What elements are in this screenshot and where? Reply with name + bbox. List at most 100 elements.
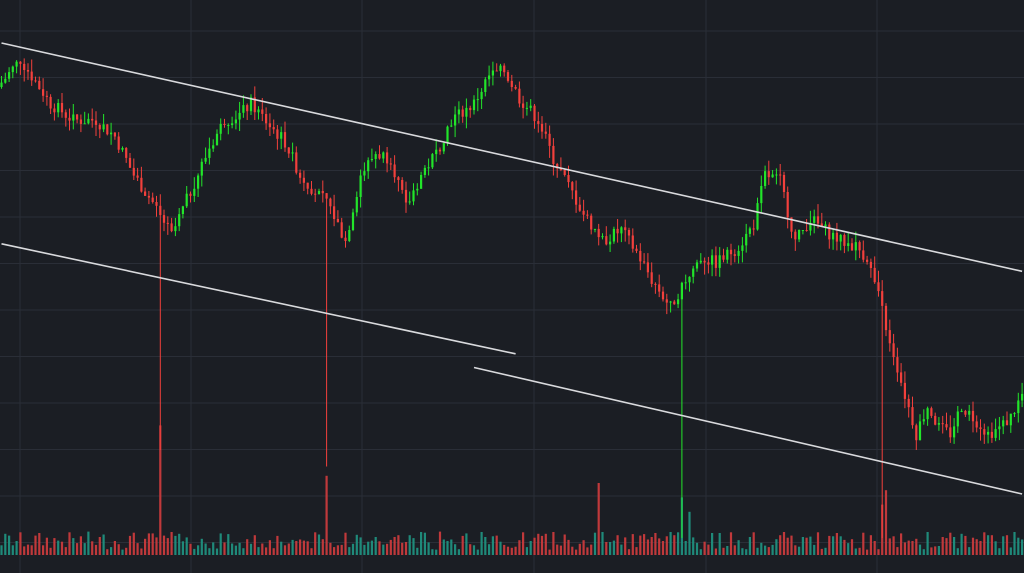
candle bbox=[979, 419, 982, 441]
candle bbox=[756, 197, 759, 231]
candle bbox=[593, 228, 597, 233]
candle bbox=[639, 243, 642, 271]
candle-body bbox=[465, 107, 468, 117]
candle-body bbox=[552, 145, 555, 164]
candle bbox=[1017, 392, 1020, 423]
candle bbox=[412, 183, 415, 206]
candle-body bbox=[960, 410, 963, 412]
candle-body bbox=[178, 214, 181, 227]
candle-body bbox=[147, 195, 150, 198]
candle bbox=[386, 147, 389, 173]
volume-bar bbox=[117, 544, 120, 555]
candle bbox=[843, 233, 846, 254]
candle-body bbox=[310, 188, 313, 194]
candle-body bbox=[835, 232, 838, 242]
volume-bar bbox=[922, 549, 925, 555]
volume-bar bbox=[283, 545, 287, 555]
volume-bar bbox=[688, 511, 691, 555]
candle bbox=[45, 90, 48, 106]
candle-body bbox=[506, 72, 510, 81]
candle-body bbox=[828, 224, 831, 240]
candle bbox=[884, 303, 888, 337]
candle-body bbox=[162, 215, 166, 223]
candle-body bbox=[877, 282, 880, 292]
volume-bar bbox=[832, 536, 835, 555]
volume-bar bbox=[873, 541, 876, 555]
volume-bar bbox=[567, 539, 570, 555]
candle bbox=[249, 94, 253, 115]
candle-body bbox=[249, 97, 253, 112]
volume-bar bbox=[94, 544, 98, 555]
volume-bar bbox=[930, 547, 933, 555]
volume-bar bbox=[223, 542, 226, 555]
candle bbox=[635, 244, 638, 254]
volume-bar bbox=[990, 535, 993, 555]
candle bbox=[1002, 415, 1005, 435]
candle-body bbox=[650, 272, 653, 284]
volume-bar bbox=[106, 549, 109, 555]
candle bbox=[877, 270, 880, 297]
candle-body bbox=[624, 227, 627, 231]
candle-body bbox=[79, 119, 82, 124]
candle bbox=[764, 165, 767, 189]
volume-bar bbox=[503, 544, 506, 555]
candle-body bbox=[344, 237, 347, 241]
volume-bar bbox=[238, 542, 241, 555]
candle bbox=[23, 58, 26, 82]
candle-body bbox=[987, 431, 990, 435]
candle-body bbox=[533, 105, 536, 122]
candle bbox=[805, 219, 808, 232]
candle bbox=[465, 98, 468, 129]
volume-bar bbox=[673, 535, 676, 555]
candle bbox=[794, 229, 797, 251]
volume-bar bbox=[11, 545, 14, 555]
volume-bar bbox=[64, 547, 67, 555]
volume-bar bbox=[340, 544, 343, 555]
volume-bar bbox=[714, 548, 717, 555]
candle-body bbox=[635, 248, 638, 251]
candle-body bbox=[317, 191, 321, 195]
candle bbox=[888, 319, 891, 352]
candle bbox=[779, 164, 782, 186]
candle bbox=[378, 145, 381, 160]
volume-bar bbox=[1021, 539, 1024, 555]
candle bbox=[612, 226, 615, 244]
volume-bar bbox=[934, 546, 937, 555]
candle-body bbox=[370, 159, 373, 161]
volume-bar bbox=[518, 540, 521, 555]
volume-bar bbox=[401, 542, 404, 555]
candle bbox=[401, 177, 404, 194]
volume-bars bbox=[0, 425, 1024, 555]
volume-bar bbox=[79, 536, 82, 555]
volume-bar bbox=[949, 532, 952, 555]
volume-bar bbox=[1013, 532, 1016, 555]
candle bbox=[484, 77, 487, 97]
candle-body bbox=[386, 152, 389, 164]
volume-bar bbox=[926, 532, 929, 555]
candle-body bbox=[915, 425, 918, 441]
candle-body bbox=[510, 80, 513, 87]
volume-bar bbox=[265, 547, 268, 555]
volume-bar bbox=[197, 545, 200, 555]
volume-bar bbox=[344, 532, 347, 555]
volume-bar bbox=[601, 532, 604, 555]
volume-bar bbox=[760, 542, 763, 555]
candle bbox=[911, 396, 914, 429]
candle-body bbox=[204, 157, 207, 162]
candle-body bbox=[102, 124, 105, 130]
candle-body bbox=[113, 132, 116, 137]
volume-bar bbox=[336, 545, 339, 555]
candle bbox=[295, 146, 298, 175]
volume-bar bbox=[68, 532, 71, 555]
volume-bar bbox=[193, 548, 196, 555]
candle bbox=[340, 217, 343, 239]
volume-bar bbox=[367, 541, 370, 555]
candle bbox=[684, 274, 687, 290]
trendline-channel-upper bbox=[1, 42, 1023, 273]
candle-body bbox=[53, 108, 56, 113]
volume-bar bbox=[824, 547, 827, 555]
volume-bar bbox=[227, 534, 230, 555]
volume-bar bbox=[918, 544, 922, 555]
volume-bar bbox=[767, 547, 770, 555]
volume-bar bbox=[480, 532, 483, 555]
